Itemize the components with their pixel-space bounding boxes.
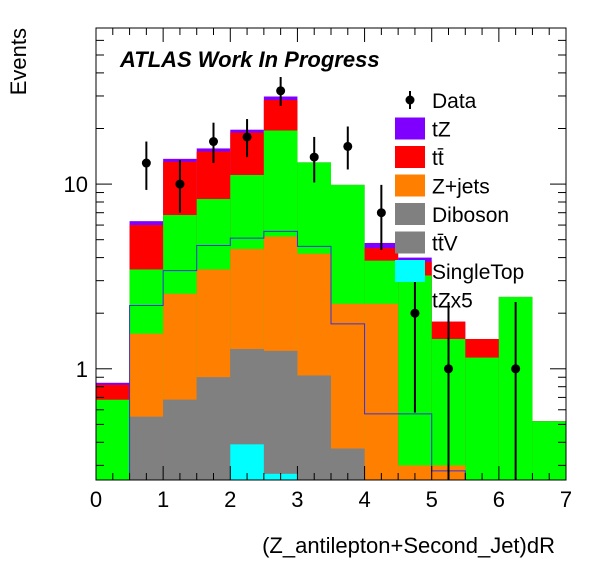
x-tick-label-2: 2 xyxy=(224,487,236,512)
legend-swatch-z-jets xyxy=(395,174,425,197)
legend-label-diboson: Diboson xyxy=(432,204,509,227)
bar-z-jets-9 xyxy=(398,465,432,480)
bar-tt-11 xyxy=(465,357,499,480)
x-tick-label-1: 1 xyxy=(157,487,169,512)
y-tick-label-0: 1 xyxy=(76,357,88,382)
bar-tt-0 xyxy=(96,399,130,480)
axes: 0 1 2 3 4 5 6 7 1 10 xyxy=(64,27,572,512)
bar-ttv-5 xyxy=(263,350,298,480)
legend-marker-data xyxy=(405,95,415,105)
bar-ttv-2 xyxy=(163,399,197,480)
data-point-1 xyxy=(175,179,185,189)
data-point-5 xyxy=(309,152,319,162)
data-point-0 xyxy=(141,158,151,168)
data-point-3 xyxy=(242,132,252,142)
data-point-6 xyxy=(343,141,353,151)
bar-ttv-6 xyxy=(297,375,331,480)
data-point-7 xyxy=(376,208,386,218)
bar-ttv-1 xyxy=(129,416,164,480)
x-axis-label: (Z_antilepton+Second_Jet)dR xyxy=(262,533,555,558)
y-tick-label-1: 10 xyxy=(64,172,88,197)
tzx5-line xyxy=(96,230,566,481)
x-tick-label-0: 0 xyxy=(90,487,102,512)
legend-swatch-tz xyxy=(395,117,425,140)
x-tick-label-3: 3 xyxy=(291,487,303,512)
legend-swatch-tt-v xyxy=(395,231,425,254)
data-point-4 xyxy=(276,86,286,96)
data-point-8 xyxy=(410,308,420,318)
y-axis-label: Events xyxy=(6,28,31,95)
x-tick-label-7: 7 xyxy=(560,487,572,512)
legend-label-tz: tZ xyxy=(432,119,451,142)
bar-tt-13 xyxy=(532,421,566,480)
legend-label-tt-: tt̄ xyxy=(432,147,444,170)
data-points-layer xyxy=(141,77,521,480)
legend-label-data: Data xyxy=(432,90,477,113)
legend-swatch-tt- xyxy=(395,146,425,168)
legend-swatch-singletop xyxy=(395,260,425,282)
data-point-10 xyxy=(511,364,521,374)
tzx5-line-layer xyxy=(96,230,566,481)
bar-ttv-3 xyxy=(196,377,231,480)
legend-label-singletop: SingleTop xyxy=(432,261,524,284)
legend-label-z-jets: Z+jets xyxy=(432,176,490,199)
bar-z-jets-8 xyxy=(364,303,399,480)
data-point-2 xyxy=(209,137,218,147)
legend-swatch-diboson xyxy=(395,203,425,225)
legend: Data tZ tt̄ Z+jets Diboson tt̄V SingleTop tZx5 xyxy=(395,90,524,313)
legend-label-tzx5: tZx5 xyxy=(432,290,473,313)
x-tick-label-5: 5 xyxy=(426,487,438,512)
legend-label-tt-v: tt̄V xyxy=(432,233,458,256)
x-tick-label-6: 6 xyxy=(493,487,505,512)
stacked-bars xyxy=(96,96,566,481)
x-tick-label-4: 4 xyxy=(358,487,370,512)
chart-title: ATLAS Work In Progress xyxy=(119,47,380,72)
data-point-9 xyxy=(444,364,453,374)
